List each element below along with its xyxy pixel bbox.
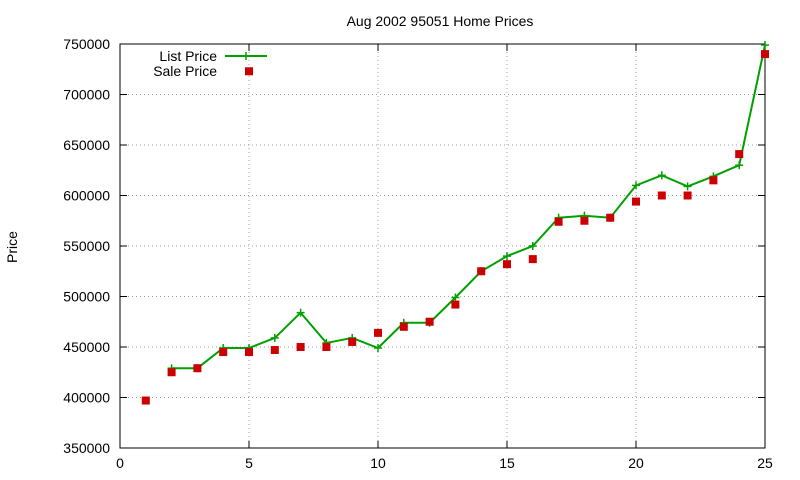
- sale-price-point: [709, 176, 718, 185]
- y-tick-label: 700000: [63, 87, 110, 103]
- list-price-point: [451, 293, 460, 302]
- x-tick-label: 5: [245, 455, 253, 471]
- sale-price-point: [193, 364, 202, 373]
- sale-price-point: [219, 348, 228, 357]
- sale-price-point: [451, 300, 460, 309]
- sale-price-point: [761, 50, 769, 59]
- list-price-point: [683, 182, 692, 191]
- sale-price-point: [580, 216, 589, 225]
- sale-price-point: [399, 322, 408, 331]
- y-axis-label: Price: [4, 231, 20, 263]
- list-price-point: [503, 252, 511, 261]
- sale-price-point: [167, 368, 176, 377]
- list-price-point: [374, 344, 382, 353]
- list-price-point: [270, 333, 279, 342]
- axis-ticks: 0 5 10 15 20 25 350000 400000 450000 500000 550000…: [63, 36, 773, 471]
- sale-price-point: [657, 191, 666, 200]
- sale-price-point: [528, 255, 537, 264]
- x-tick-label: 20: [628, 455, 644, 471]
- sale-price-point: [322, 343, 331, 351]
- list-price-point: [528, 242, 537, 250]
- legend-label-list-price: List Price: [159, 48, 217, 64]
- list-price-point: [657, 171, 666, 180]
- y-tick-label: 400000: [63, 390, 110, 406]
- sale-price-point: [735, 150, 744, 159]
- sale-price-point: [270, 346, 279, 355]
- sale-price-point: [632, 197, 640, 206]
- sale-price-point: [606, 213, 615, 222]
- list-price-point: [296, 308, 305, 317]
- sale-price-point: [554, 217, 563, 226]
- sale-price-point: [245, 67, 253, 76]
- legend-label-sale-price: Sale Price: [153, 63, 217, 79]
- y-tick-label: 450000: [63, 339, 110, 355]
- sale-price-point: [141, 396, 150, 405]
- series-layer: [141, 41, 769, 405]
- sale-price-point: [477, 267, 486, 276]
- y-tick-label: 600000: [63, 188, 110, 204]
- y-tick-label: 500000: [63, 289, 110, 305]
- sale-price-point: [425, 317, 434, 326]
- grid-lines: [120, 44, 765, 448]
- x-tick-label: 25: [757, 455, 773, 471]
- list-price-point: [735, 161, 744, 170]
- sale-price-point: [348, 337, 357, 346]
- sale-price-point: [296, 343, 305, 351]
- y-tick-label: 550000: [63, 238, 110, 254]
- chart-title: Aug 2002 95051 Home Prices: [347, 13, 534, 29]
- y-tick-label: 650000: [63, 137, 110, 153]
- list-price-point: [761, 41, 769, 50]
- sale-price-point: [683, 191, 692, 200]
- x-tick-label: 15: [499, 455, 515, 471]
- sale-price-point: [245, 348, 253, 357]
- y-tick-label: 350000: [63, 440, 110, 456]
- list-price-line: [171, 44, 766, 370]
- x-tick-label: 10: [370, 455, 386, 471]
- sale-price-point: [374, 328, 382, 337]
- x-tick-label: 0: [116, 455, 124, 471]
- list-price-point: [632, 181, 640, 190]
- sale-price-point: [503, 260, 511, 269]
- y-tick-label: 750000: [63, 36, 110, 52]
